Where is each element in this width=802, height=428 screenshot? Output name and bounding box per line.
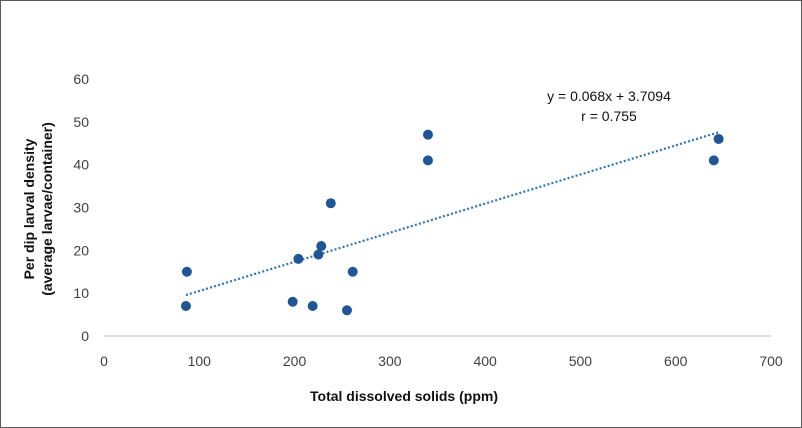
- data-point: [181, 266, 192, 277]
- data-point: [293, 253, 304, 264]
- y-axis-title: Per dip larval density (average larvae/c…: [21, 122, 55, 296]
- data-point: [713, 133, 724, 144]
- x-tick-labels: 0 100 200 300 400 500 600 700: [100, 353, 783, 369]
- data-point: [422, 155, 433, 166]
- y-tick-label: 60: [73, 71, 89, 87]
- x-tick-label: 100: [188, 353, 212, 369]
- trendline: [185, 131, 719, 297]
- data-point: [180, 301, 191, 312]
- trendline-equation: y = 0.068x + 3.7094: [547, 88, 671, 104]
- x-axis-title: Total dissolved solids (ppm): [310, 388, 498, 404]
- data-points: [180, 129, 724, 316]
- data-point: [313, 249, 324, 260]
- correlation-coefficient: r = 0.755: [581, 108, 637, 124]
- data-point: [287, 296, 298, 307]
- y-axis-title-line-1: Per dip larval density: [21, 138, 37, 279]
- x-tick-label: 0: [100, 353, 108, 369]
- x-tick-label: 300: [378, 353, 402, 369]
- y-tick-label: 40: [73, 157, 89, 173]
- y-tick-label: 0: [81, 328, 89, 344]
- y-tick-labels: 0 10 20 30 40 50 60: [73, 71, 89, 344]
- data-point: [341, 305, 352, 316]
- data-point: [307, 301, 318, 312]
- y-tick-label: 30: [73, 200, 89, 216]
- data-point: [316, 241, 327, 252]
- x-tick-label: 500: [569, 353, 593, 369]
- x-tick-label: 200: [283, 353, 307, 369]
- x-tick-label: 400: [473, 353, 497, 369]
- x-tick-label: 700: [759, 353, 783, 369]
- data-point: [708, 155, 719, 166]
- y-tick-label: 10: [73, 285, 89, 301]
- y-tick-label: 50: [73, 114, 89, 130]
- y-axis-title-line-2: (average larvae/container): [39, 122, 55, 296]
- x-tick-label: 600: [664, 353, 688, 369]
- data-point: [422, 129, 433, 140]
- data-point: [347, 266, 358, 277]
- y-tick-label: 20: [73, 242, 89, 258]
- data-point: [325, 198, 336, 209]
